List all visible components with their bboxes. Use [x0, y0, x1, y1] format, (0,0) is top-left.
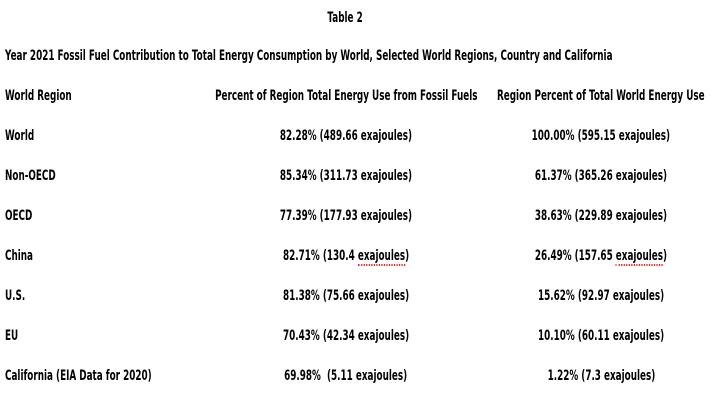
region-cell: Non-OECD — [5, 168, 56, 184]
table-header-row: World Region Percent of Region Total Ene… — [0, 88, 720, 108]
column-header-world-share: Region Percent of Total World Energy Use — [497, 88, 705, 104]
world-share-cell: 10.10% (60.11 exajoules) — [537, 328, 665, 344]
fossil-cell: 81.38% (75.66 exajoules) — [282, 288, 410, 304]
region-cell: California (EIA Data for 2020) — [5, 368, 152, 384]
region-cell: U.S. — [5, 288, 26, 304]
table-row: EU 70.43% (42.34 exajoules) 10.10% (60.1… — [0, 328, 720, 348]
region-cell: OECD — [5, 208, 33, 224]
fossil-cell: 85.34% (311.73 exajoules) — [279, 168, 413, 184]
column-header-fossil: Percent of Region Total Energy Use from … — [214, 88, 478, 104]
fossil-cell: 77.39% (177.93 exajoules) — [279, 208, 413, 224]
table-caption: Table 2 — [327, 10, 363, 26]
world-share-cell: 38.63% (229.89 exajoules) — [534, 208, 668, 224]
table-caption-line: Table 2 — [0, 10, 690, 27]
world-share-value-suffix: ) — [663, 248, 668, 264]
column-header-region: World Region — [5, 88, 72, 104]
fossil-value-prefix: 82.71% (130.4 — [282, 248, 358, 264]
document-title-line: Year 2021 Fossil Fuel Contribution to To… — [5, 48, 720, 65]
fossil-value-suffix: ) — [405, 248, 410, 264]
table-row: Non-OECD 85.34% (311.73 exajoules) 61.37… — [0, 168, 720, 188]
spellcheck-underline: exajoules — [357, 248, 406, 266]
world-share-value-prefix: 26.49% (157.65 — [534, 248, 616, 264]
fossil-cell: 70.43% (42.34 exajoules) — [282, 328, 410, 344]
table-row: U.S. 81.38% (75.66 exajoules) 15.62% (92… — [0, 288, 720, 308]
world-share-cell: 1.22% (7.3 exajoules) — [547, 368, 655, 384]
table-row: California (EIA Data for 2020) 69.98% (5… — [0, 368, 720, 388]
table-row: China 82.71% (130.4 exajoules) 26.49% (1… — [0, 248, 720, 268]
region-cell: EU — [5, 328, 19, 344]
world-share-cell: 26.49% (157.65 exajoules) — [534, 248, 668, 266]
spellcheck-underline: exajoules — [615, 248, 664, 266]
world-share-cell: 100.00% (595.15 exajoules) — [531, 128, 671, 144]
table-row: World 82.28% (489.66 exajoules) 100.00% … — [0, 128, 720, 148]
region-cell: China — [5, 248, 34, 264]
world-share-cell: 15.62% (92.97 exajoules) — [537, 288, 665, 304]
table-row: OECD 77.39% (177.93 exajoules) 38.63% (2… — [0, 208, 720, 228]
fossil-cell: 82.71% (130.4 exajoules) — [282, 248, 410, 266]
region-cell: World — [5, 128, 35, 144]
fossil-cell: 69.98% (5.11 exajoules) — [284, 368, 408, 384]
world-share-cell: 61.37% (365.26 exajoules) — [534, 168, 668, 184]
fossil-cell: 82.28% (489.66 exajoules) — [279, 128, 413, 144]
document-title: Year 2021 Fossil Fuel Contribution to To… — [5, 48, 613, 64]
